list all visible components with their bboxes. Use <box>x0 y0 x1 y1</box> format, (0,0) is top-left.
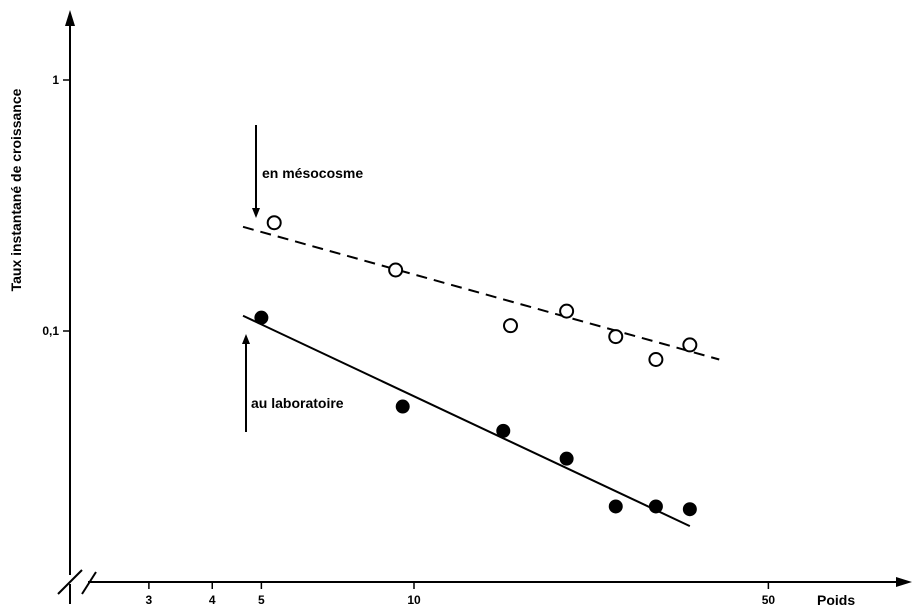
annotations: en mésocosme au laboratoire <box>242 125 363 432</box>
data-point-series-1 <box>648 499 663 514</box>
x-tick-label: 50 <box>762 593 776 607</box>
data-point-series-0 <box>648 351 664 367</box>
data-point-series-1 <box>254 310 269 325</box>
fit-line-series-1 <box>242 314 691 528</box>
data-point-series-1 <box>682 502 697 517</box>
axis-ticks: 3 4 5 10 50 1 0,1 <box>42 73 775 607</box>
data-point-series-0 <box>559 303 575 319</box>
data-point-series-1 <box>395 399 410 414</box>
fit-lines <box>242 225 720 528</box>
annotation-label: en mésocosme <box>262 165 363 181</box>
data-point-series-0 <box>266 215 282 231</box>
fit-line-series-0 <box>242 225 720 361</box>
axis-break-mark <box>81 571 97 595</box>
y-axis-label: Taux instantané de croissance <box>8 88 24 291</box>
annotation-arrowhead <box>242 334 250 344</box>
x-tick-label: 3 <box>146 593 153 607</box>
x-tick-label: 5 <box>258 593 265 607</box>
x-tick-label: 10 <box>407 593 421 607</box>
data-point-series-1 <box>559 451 574 466</box>
data-point-series-1 <box>608 499 623 514</box>
data-point-series-1 <box>496 423 511 438</box>
y-tick-label: 1 <box>52 73 59 87</box>
x-tick-label: 4 <box>209 593 216 607</box>
data-point-series-0 <box>682 337 698 353</box>
y-tick-label: 0,1 <box>42 324 59 338</box>
data-point-series-0 <box>502 318 518 334</box>
axis-break-mark <box>57 569 83 595</box>
x-axis-arrowhead <box>896 577 912 587</box>
annotation-label: au laboratoire <box>251 395 344 411</box>
x-axis-label: Poids <box>817 592 855 608</box>
data-point-series-0 <box>608 329 624 345</box>
axes <box>57 10 912 604</box>
data-point-series-0 <box>388 262 404 278</box>
annotation-arrowhead <box>252 208 260 218</box>
data-points <box>254 215 698 517</box>
y-axis-arrowhead <box>65 10 75 26</box>
